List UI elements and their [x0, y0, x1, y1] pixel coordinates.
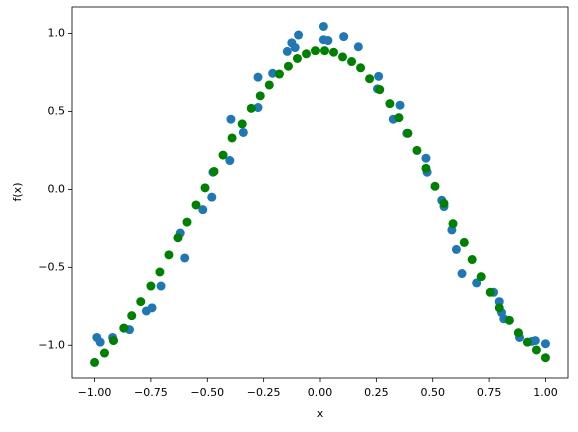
point: [530, 336, 540, 346]
point: [459, 237, 469, 247]
point: [353, 42, 363, 52]
point: [513, 328, 523, 338]
point: [209, 166, 219, 176]
point: [282, 46, 292, 56]
y-tick-label: 0.5: [48, 104, 66, 117]
x-tick-label: 0.00: [308, 386, 333, 399]
point: [268, 68, 278, 78]
point: [146, 281, 156, 291]
point: [394, 113, 404, 123]
point: [155, 267, 165, 277]
point: [253, 103, 263, 113]
point: [237, 119, 247, 129]
point: [95, 337, 105, 347]
point: [476, 272, 486, 282]
point: [119, 323, 129, 333]
x-tick-label: −0.75: [134, 386, 168, 399]
point: [323, 36, 333, 46]
x-tick-label: −0.50: [190, 386, 224, 399]
point: [494, 303, 504, 313]
x-tick-label: 1.00: [533, 386, 558, 399]
point: [191, 200, 201, 210]
point: [200, 183, 210, 193]
point: [99, 348, 109, 358]
point: [218, 150, 228, 160]
point: [522, 337, 532, 347]
point: [290, 43, 300, 53]
point: [294, 30, 304, 40]
point: [227, 133, 237, 143]
point: [339, 32, 349, 42]
x-tick-label: −1.00: [78, 386, 112, 399]
point: [246, 103, 256, 113]
point: [494, 297, 504, 307]
point: [164, 250, 174, 260]
point: [274, 69, 284, 79]
point: [457, 269, 467, 279]
y-tick-label: −0.5: [38, 260, 65, 273]
point: [318, 21, 328, 31]
plot-frame: [71, 6, 569, 379]
point: [540, 339, 550, 349]
point: [540, 353, 550, 363]
point: [375, 85, 385, 95]
x-tick-label: 0.50: [420, 386, 445, 399]
point: [448, 219, 458, 229]
point: [430, 181, 440, 191]
point: [320, 46, 330, 56]
point: [156, 281, 166, 291]
x-tick-label: 0.75: [477, 386, 502, 399]
point: [264, 80, 274, 90]
point: [173, 233, 183, 243]
point: [531, 345, 541, 355]
point: [108, 336, 118, 346]
point: [451, 244, 461, 254]
point: [147, 303, 157, 313]
point: [90, 357, 100, 367]
point: [338, 52, 348, 62]
point: [310, 46, 320, 56]
x-tick-label: −0.25: [247, 386, 281, 399]
point: [182, 217, 192, 227]
y-tick-label: 1.0: [48, 27, 66, 40]
y-tick-label: 0.0: [48, 182, 66, 195]
point: [374, 71, 384, 81]
point: [127, 311, 137, 321]
point: [253, 72, 263, 82]
point: [180, 253, 190, 263]
y-tick-label: −1.0: [38, 338, 65, 351]
point: [225, 156, 235, 166]
point: [136, 297, 146, 307]
point: [207, 192, 217, 202]
point: [421, 153, 431, 163]
point: [238, 127, 248, 137]
point: [301, 49, 311, 59]
point: [226, 114, 236, 124]
point: [421, 163, 431, 173]
point: [283, 61, 293, 71]
point: [356, 63, 366, 73]
point: [385, 99, 395, 109]
point: [292, 53, 302, 63]
point: [255, 91, 265, 101]
x-tick-label: 0.25: [364, 386, 389, 399]
point: [198, 205, 208, 215]
x-axis-label: x: [317, 407, 324, 420]
point: [347, 57, 357, 67]
point: [403, 128, 413, 138]
point: [365, 74, 375, 84]
point: [504, 315, 514, 325]
point: [472, 278, 482, 288]
point: [329, 47, 339, 57]
point: [467, 255, 477, 265]
y-axis-label: f(x): [11, 183, 24, 202]
point: [395, 100, 405, 110]
point: [485, 287, 495, 297]
point: [412, 145, 422, 155]
point: [439, 198, 449, 208]
